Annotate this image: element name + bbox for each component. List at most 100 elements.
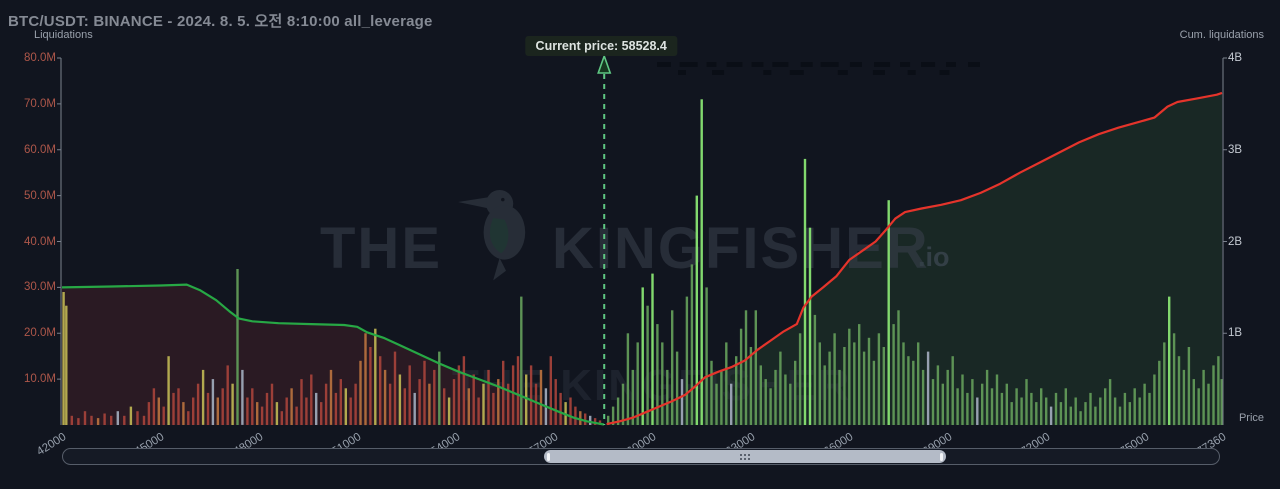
liquidation-bar <box>1104 388 1107 425</box>
liquidation-bar <box>502 360 505 425</box>
liquidation-bar <box>511 365 515 425</box>
liquidation-bar <box>853 342 856 425</box>
liquidation-bar <box>574 406 577 425</box>
top-marker <box>968 62 980 67</box>
liquidation-bar <box>966 392 969 425</box>
top-marker <box>772 62 789 67</box>
liquidation-bar <box>1010 402 1013 425</box>
liquidation-bar <box>1089 392 1092 425</box>
liquidation-bar <box>221 388 224 425</box>
liquidation-bar <box>457 365 461 425</box>
liquidation-bar <box>231 383 234 425</box>
liquidation-bar <box>482 383 485 425</box>
liquidation-bar <box>305 397 308 425</box>
top-marker <box>874 62 891 67</box>
liquidation-bar <box>626 333 630 426</box>
liquidation-bar <box>695 195 698 425</box>
liquidation-bar <box>931 379 935 425</box>
liquidation-bar <box>344 388 347 425</box>
top-marker <box>946 62 956 67</box>
liquidation-bar <box>1005 383 1008 425</box>
liquidation-bar <box>487 369 490 425</box>
liquidation-bar <box>872 360 876 425</box>
scrollbar-right-cap[interactable] <box>940 452 943 461</box>
liquidation-bar <box>256 402 259 425</box>
liquidation-bar <box>1123 392 1127 425</box>
liquidation-bar <box>1069 406 1072 425</box>
top-marker <box>678 70 686 75</box>
liquidation-bar <box>1045 397 1048 425</box>
scrollbar-track[interactable] <box>62 448 1220 465</box>
liquidation-bar <box>818 342 821 425</box>
liquidation-bar <box>1040 388 1043 425</box>
liquidation-bar <box>433 369 436 425</box>
liquidation-bar <box>1128 402 1131 425</box>
liquidation-bar <box>65 305 68 425</box>
liquidation-bar <box>1000 392 1004 425</box>
price-axis-title: Price <box>1238 412 1264 424</box>
left-axis-tick: 50.0M <box>24 189 56 202</box>
liquidation-bar <box>246 397 249 425</box>
liquidation-bar <box>976 397 979 425</box>
liquidation-bar <box>631 369 634 425</box>
liquidation-bar <box>62 292 65 425</box>
liquidation-bar <box>388 383 392 425</box>
left-axis-tick: 20.0M <box>24 327 56 340</box>
liquidation-bar <box>334 392 338 425</box>
liquidation-bar <box>300 379 303 425</box>
liquidation-bar <box>379 356 382 425</box>
liquidation-bar <box>1163 342 1166 425</box>
liquidation-bar <box>270 383 274 425</box>
left-axis-tick: 30.0M <box>24 281 56 294</box>
top-marker <box>800 62 813 67</box>
top-marker <box>751 62 764 67</box>
liquidation-bar <box>990 388 994 425</box>
liquidation-bar <box>646 305 649 425</box>
liquidation-bar <box>569 397 572 425</box>
liquidation-bar <box>754 310 757 425</box>
liquidation-bar <box>779 351 782 425</box>
liquidation-bar <box>803 158 807 425</box>
liquidation-bar <box>882 347 885 425</box>
liquidation-bar <box>1108 379 1112 425</box>
liquidation-bar <box>784 374 787 425</box>
liquidation-bar <box>116 411 119 425</box>
top-marker-strip <box>657 62 980 75</box>
liquidation-bar <box>956 388 959 425</box>
liquidation-bar <box>700 99 703 426</box>
svg-text:.io: .io <box>918 242 950 272</box>
liquidation-bar <box>467 388 470 425</box>
current-price-arrow-icon <box>597 53 612 74</box>
liquidation-bar <box>661 342 664 425</box>
svg-text:KINGFISHER: KINGFISHER <box>552 216 930 281</box>
liquidation-bar <box>241 369 244 425</box>
liquidation-bar <box>172 392 175 425</box>
liquidation-bar <box>211 379 215 425</box>
liquidation-bar <box>725 342 728 425</box>
liquidation-bar <box>142 415 146 425</box>
liquidation-bar <box>320 402 323 425</box>
right-axis-tick: 3B <box>1228 143 1243 156</box>
liquidation-bar <box>398 374 402 425</box>
liquidation-bar <box>798 333 802 426</box>
liquidation-bar <box>877 333 881 426</box>
liquidation-bar <box>136 411 139 425</box>
liquidation-bar <box>1064 388 1067 425</box>
liquidation-bar <box>1030 392 1033 425</box>
scrollbar-left-cap[interactable] <box>547 452 550 461</box>
scrollbar-handle[interactable] <box>544 450 946 463</box>
liquidation-bar <box>867 337 871 425</box>
liquidation-bar <box>739 328 743 425</box>
liquidation-bar <box>177 388 180 425</box>
liquidation-bar <box>680 379 684 425</box>
liquidation-bar <box>621 383 625 425</box>
liquidation-bar <box>961 374 964 425</box>
liquidation-bar <box>428 383 431 425</box>
liquidation-bar <box>182 402 185 425</box>
liquidation-bar <box>295 406 298 425</box>
liquidation-bar <box>1212 365 1215 425</box>
liquidation-bar <box>201 369 205 425</box>
liquidation-bar <box>447 397 451 425</box>
right-axis-tick: 4B <box>1228 52 1243 64</box>
